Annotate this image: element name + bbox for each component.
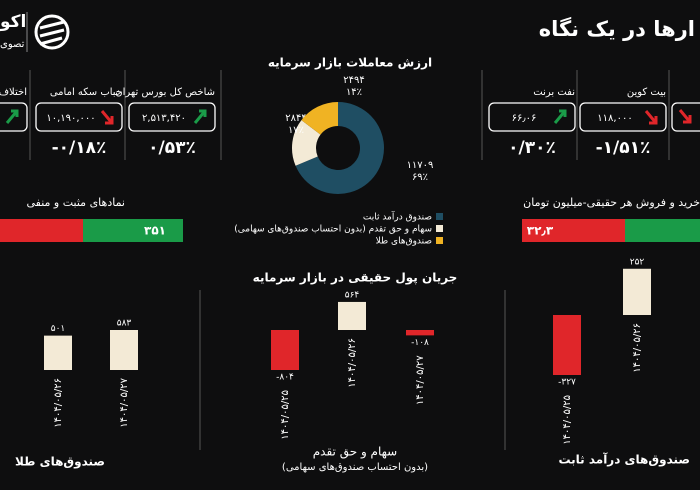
bar-value-label: ۵۸۳ (117, 319, 132, 329)
bar-value-label: ۳۵۱ (144, 224, 166, 238)
card-label: بیت کوین (627, 87, 666, 98)
bar-value-label: -۱۰۸ (411, 338, 429, 348)
donut-percent-label: ۱۷٪ (288, 125, 304, 136)
card-value: ۱۱۸,۰۰۰ (597, 113, 632, 124)
x-tick-label: ۱۴۰۴/۰۵/۲۶ (632, 323, 643, 373)
legend-swatch (436, 225, 443, 232)
donut-slice (292, 120, 321, 166)
donut-slice (301, 102, 338, 135)
x-tick-label: ۱۴۰۴/۰۵/۲۶ (53, 378, 64, 428)
x-tick-label: ۱۴۰۴/۰۵/۲۵ (280, 390, 291, 440)
x-tick-label: ۱۴۰۴/۰۵/۲۵ (562, 395, 573, 445)
card-change: ۰/۵۳٪ (148, 138, 196, 158)
card-box (35, 102, 123, 132)
card-box (579, 102, 667, 132)
card-arrow (5, 109, 19, 124)
logo-subtext: تصوی (0, 39, 25, 50)
bar-value-label: -۸۰۴ (276, 373, 294, 383)
card-label: حباب سکه امامی (50, 87, 122, 98)
card-box (0, 102, 28, 132)
card-value: ۱۰,۱۹۰,۰۰۰ (46, 113, 95, 124)
chart-title: ارزش معاملات بازار سرمایه (268, 56, 432, 70)
bar-value-label: ۵۰۱ (51, 324, 66, 334)
donut-slice (295, 102, 384, 194)
bar (83, 219, 183, 242)
card-change: -۰/۱۸٪ (52, 138, 107, 158)
card-arrow (553, 109, 567, 124)
donut-value-label: ۲۸۴۴ (285, 113, 306, 124)
bar (271, 330, 299, 370)
chart-subtitle: سهام و حق تقدم (313, 445, 397, 460)
card-arrow (644, 110, 658, 125)
cropped-card (671, 102, 700, 132)
bar (338, 301, 366, 330)
chart-title: صندوق‌های درآمد ثابت (558, 452, 690, 468)
bar (522, 219, 625, 242)
card-label: نفت برنت (533, 87, 575, 98)
card-label: اختلاف (0, 87, 27, 98)
legend-label: صندوق‌های طلا (376, 237, 432, 247)
card-label: شاخص کل بورس تهران (115, 87, 215, 98)
legend-swatch (436, 237, 443, 244)
chart-title: صندوق‌های طلا (15, 455, 105, 470)
card-arrow (100, 110, 114, 125)
bar-value-label: ۵۶۴ (345, 290, 360, 300)
bar (623, 268, 651, 315)
card-change: ۰/۳۰٪ (508, 138, 556, 158)
donut-value-label: ۲۴۹۴ (343, 75, 364, 86)
legend-label: صندوق درآمد ثابت (363, 211, 432, 223)
x-tick-label: ۱۴۰۴/۰۵/۲۷ (119, 377, 130, 427)
donut-value-label: ۱۱۷۰۹ (407, 160, 434, 171)
card-box (488, 102, 576, 132)
card-arrow (193, 109, 207, 124)
bar-value-label: ۲۵۲ (630, 257, 645, 267)
logo-text: اکو (0, 12, 26, 32)
card-box (128, 102, 216, 132)
logo-mark (34, 14, 70, 50)
bar-track (625, 219, 700, 242)
chart-title: نمادهای مثبت و منفی (26, 196, 125, 209)
donut-percent-label: ۶۹٪ (412, 172, 428, 183)
page-title: ارها در یک نگاه (539, 16, 695, 41)
x-tick-label: ۱۴۰۴/۰۵/۲۷ (415, 355, 426, 405)
legend-swatch (436, 213, 443, 220)
bar (553, 315, 581, 375)
donut-percent-label: ۱۴٪ (346, 87, 362, 98)
card-change: -۱/۵۱٪ (596, 138, 651, 158)
chart-title: خرید و فروش هر حقیقی-میلیون تومان (523, 196, 700, 209)
bar (110, 330, 138, 370)
x-tick-label: ۱۴۰۴/۰۵/۲۶ (347, 338, 358, 388)
bar-value-label: -۳۲۷ (558, 378, 576, 388)
chart-subtitle: (بدون احتساب صندوق‌های سهامی) (282, 462, 428, 473)
dividers (29, 70, 670, 450)
chart-title: جریان پول حقیقی در بازار سرمایه (253, 271, 458, 286)
bar-track (0, 219, 83, 242)
bar (44, 335, 72, 370)
bar-value-label: ۳۲٫۳ (527, 224, 554, 238)
bar (406, 330, 434, 336)
legend-label: سهام و حق تقدم (بدون احتساب صندوق‌های سه… (234, 225, 432, 235)
card-value: ۶۶٫۰۶ (512, 113, 537, 124)
card-value: ۲,۵۱۳,۴۲۰ (142, 113, 186, 124)
